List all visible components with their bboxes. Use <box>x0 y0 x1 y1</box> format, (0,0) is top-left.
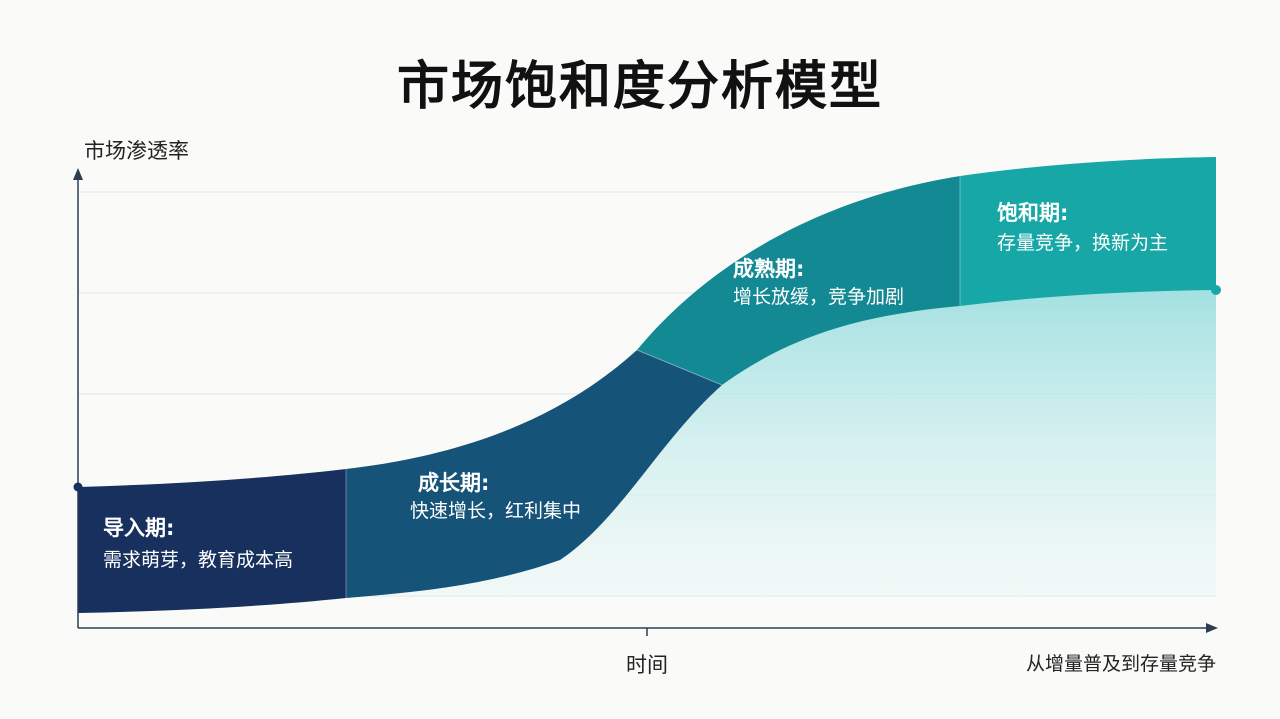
end-point-marker <box>1211 285 1221 295</box>
stage-band-growth <box>346 350 722 598</box>
y-axis-label: 市场渗透率 <box>84 139 189 163</box>
stage-band-maturity <box>637 176 960 385</box>
stage-label-maturity: 成熟期: 增长放缓，竞争加剧 <box>733 257 904 308</box>
x-axis-arrow-icon <box>1206 623 1218 633</box>
stage-separator <box>636 349 723 386</box>
stage-description: 快速增长，红利集中 <box>410 500 581 522</box>
stage-description: 需求萌芽，教育成本高 <box>103 549 293 571</box>
stage-name: 成熟期: <box>733 257 804 281</box>
diagram-title: 市场饱和度分析模型 <box>396 57 883 117</box>
stage-name: 导入期: <box>103 516 174 540</box>
stage-label-introduction: 导入期: 需求萌芽，教育成本高 <box>103 516 293 571</box>
axes <box>73 168 1221 636</box>
stage-band-saturation <box>960 157 1216 306</box>
stage-name: 成长期: <box>418 471 489 495</box>
x-axis-end-note: 从增量普及到存量竞争 <box>1026 653 1216 675</box>
stage-name: 饱和期: <box>997 201 1068 225</box>
stage-label-growth: 成长期: 快速增长，红利集中 <box>410 471 581 522</box>
stage-label-saturation: 饱和期: 存量竞争，换新为主 <box>997 201 1168 254</box>
stage-description: 增长放缓，竞争加剧 <box>733 286 904 308</box>
growth-area-fill <box>78 290 1216 613</box>
stage-description: 存量竞争，换新为主 <box>997 232 1168 254</box>
x-axis-label: 时间 <box>626 653 668 677</box>
stage-band-introduction <box>78 469 346 613</box>
start-point-marker <box>73 482 83 492</box>
y-axis-arrow-icon <box>73 168 83 180</box>
